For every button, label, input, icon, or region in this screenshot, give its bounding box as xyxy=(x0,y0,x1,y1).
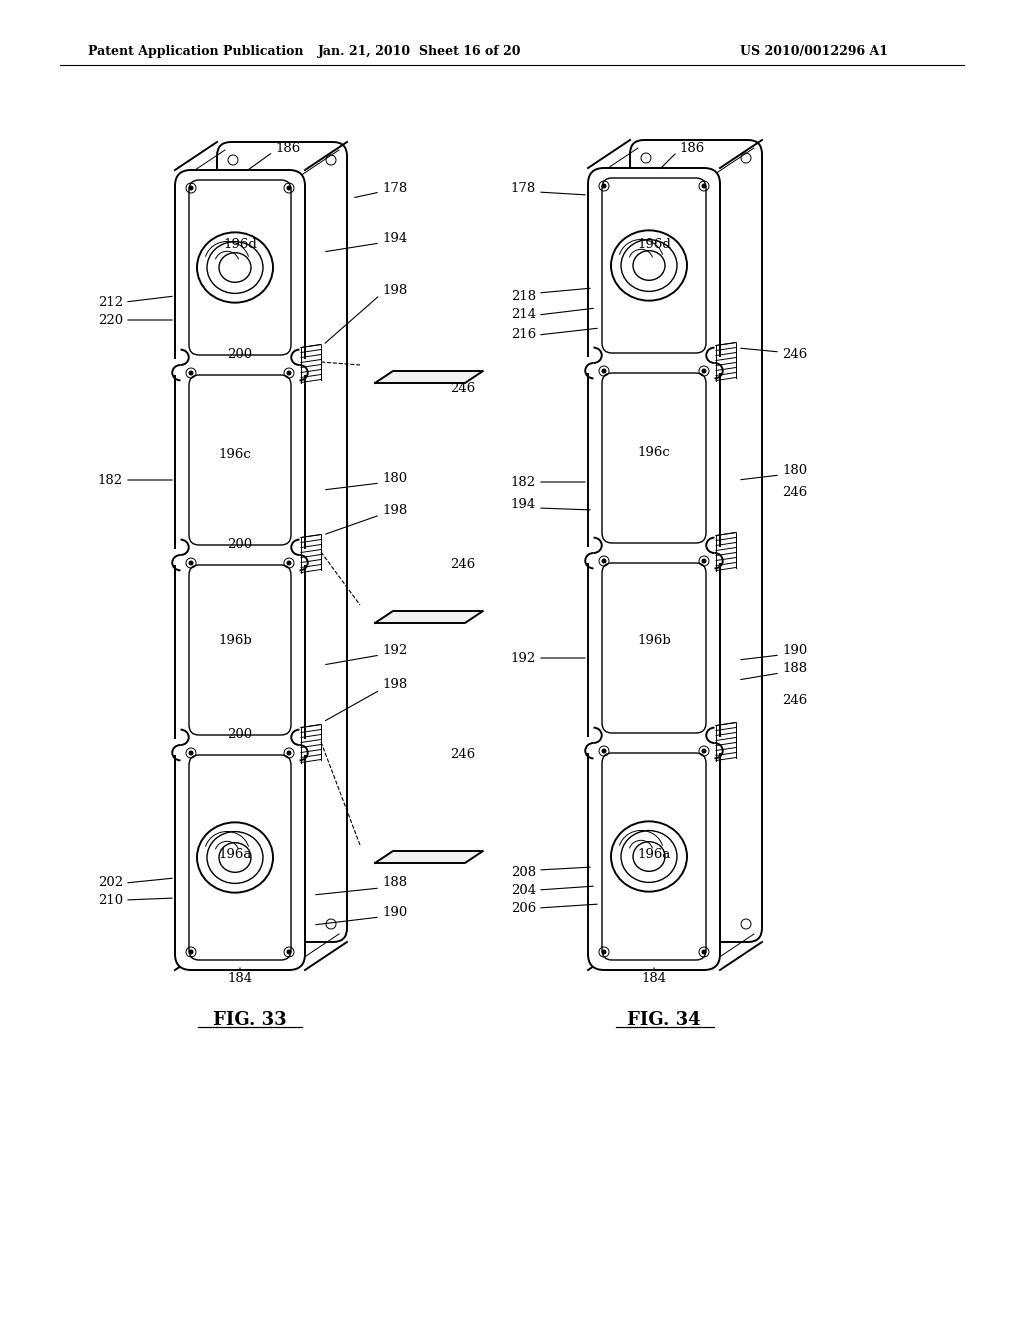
FancyBboxPatch shape xyxy=(294,739,307,755)
Circle shape xyxy=(189,561,193,565)
Text: 214: 214 xyxy=(511,309,536,322)
Circle shape xyxy=(602,370,606,374)
Circle shape xyxy=(287,186,291,190)
FancyBboxPatch shape xyxy=(173,549,186,565)
FancyBboxPatch shape xyxy=(630,140,762,942)
Text: 246: 246 xyxy=(782,348,807,362)
Text: 200: 200 xyxy=(227,729,253,742)
Text: 202: 202 xyxy=(98,876,123,890)
FancyBboxPatch shape xyxy=(709,358,722,372)
Circle shape xyxy=(189,950,193,954)
Text: 196c: 196c xyxy=(219,449,251,462)
Text: 188: 188 xyxy=(782,661,807,675)
Text: 208: 208 xyxy=(511,866,536,879)
Text: 182: 182 xyxy=(98,474,123,487)
FancyBboxPatch shape xyxy=(175,170,305,970)
Circle shape xyxy=(602,558,606,564)
Text: 188: 188 xyxy=(382,876,408,890)
FancyBboxPatch shape xyxy=(217,143,347,942)
Text: 184: 184 xyxy=(227,972,253,985)
Circle shape xyxy=(602,183,606,187)
Circle shape xyxy=(189,186,193,190)
Text: 212: 212 xyxy=(98,296,123,309)
Text: 196d: 196d xyxy=(223,239,257,252)
Text: 246: 246 xyxy=(450,558,475,572)
Text: 196b: 196b xyxy=(218,634,252,647)
FancyBboxPatch shape xyxy=(173,359,186,375)
FancyBboxPatch shape xyxy=(173,739,186,755)
Text: 196a: 196a xyxy=(637,849,671,862)
Text: FIG. 34: FIG. 34 xyxy=(627,1011,700,1030)
Circle shape xyxy=(189,751,193,755)
Circle shape xyxy=(287,950,291,954)
Text: Patent Application Publication: Patent Application Publication xyxy=(88,45,303,58)
Circle shape xyxy=(287,561,291,565)
Text: 216: 216 xyxy=(511,329,536,342)
Text: 220: 220 xyxy=(98,314,123,326)
Text: 184: 184 xyxy=(641,972,667,985)
Text: Jan. 21, 2010  Sheet 16 of 20: Jan. 21, 2010 Sheet 16 of 20 xyxy=(318,45,522,58)
Text: 198: 198 xyxy=(382,503,408,516)
FancyBboxPatch shape xyxy=(586,738,599,752)
Polygon shape xyxy=(375,851,483,863)
Text: 246: 246 xyxy=(450,748,475,762)
Circle shape xyxy=(287,751,291,755)
Circle shape xyxy=(602,950,606,954)
Circle shape xyxy=(702,748,706,752)
Text: FIG. 33: FIG. 33 xyxy=(213,1011,287,1030)
Text: 246: 246 xyxy=(782,486,807,499)
FancyBboxPatch shape xyxy=(294,359,307,375)
Text: 196d: 196d xyxy=(637,239,671,252)
Text: 198: 198 xyxy=(382,678,408,692)
Text: US 2010/0012296 A1: US 2010/0012296 A1 xyxy=(740,45,888,58)
Text: 190: 190 xyxy=(382,906,408,919)
Polygon shape xyxy=(375,611,483,623)
Circle shape xyxy=(702,950,706,954)
Text: 218: 218 xyxy=(511,289,536,302)
Text: 180: 180 xyxy=(382,471,408,484)
Text: 192: 192 xyxy=(382,644,408,656)
Text: 246: 246 xyxy=(782,693,807,706)
Text: 198: 198 xyxy=(382,284,408,297)
Text: 210: 210 xyxy=(98,894,123,907)
Text: 186: 186 xyxy=(679,141,705,154)
Circle shape xyxy=(189,371,193,375)
Text: 178: 178 xyxy=(511,181,536,194)
FancyBboxPatch shape xyxy=(709,548,722,562)
Text: 200: 200 xyxy=(227,539,253,552)
FancyBboxPatch shape xyxy=(586,358,599,372)
FancyBboxPatch shape xyxy=(709,738,722,752)
Text: 180: 180 xyxy=(782,463,807,477)
Text: 196a: 196a xyxy=(218,849,252,862)
Text: 206: 206 xyxy=(511,902,536,915)
Text: 194: 194 xyxy=(382,231,408,244)
Text: 204: 204 xyxy=(511,883,536,896)
Text: 192: 192 xyxy=(511,652,536,664)
Text: 200: 200 xyxy=(227,348,253,362)
Text: 196b: 196b xyxy=(637,634,671,647)
Text: 196c: 196c xyxy=(638,446,671,459)
Circle shape xyxy=(702,370,706,374)
Circle shape xyxy=(602,748,606,752)
Circle shape xyxy=(287,371,291,375)
FancyBboxPatch shape xyxy=(586,548,599,562)
Text: 194: 194 xyxy=(511,499,536,511)
FancyBboxPatch shape xyxy=(294,549,307,565)
FancyBboxPatch shape xyxy=(588,168,720,970)
Text: 186: 186 xyxy=(275,141,300,154)
Circle shape xyxy=(702,558,706,564)
Polygon shape xyxy=(375,371,483,383)
Text: 182: 182 xyxy=(511,475,536,488)
Circle shape xyxy=(702,183,706,187)
Text: 178: 178 xyxy=(382,181,408,194)
Text: 246: 246 xyxy=(450,381,475,395)
Text: 190: 190 xyxy=(782,644,807,656)
